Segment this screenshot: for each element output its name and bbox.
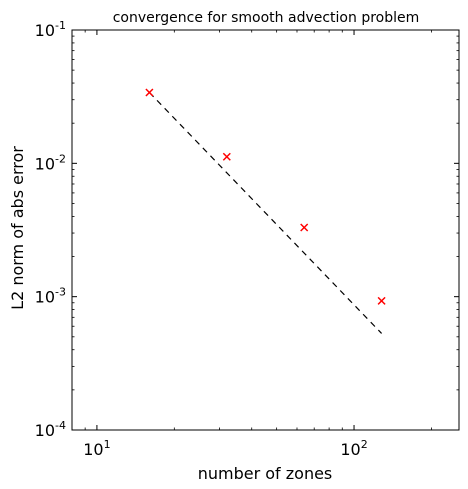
reference-slope-line (148, 92, 383, 334)
y-tick-label-text: 10-3 (35, 286, 66, 307)
data-point (222, 152, 231, 161)
tick-exponent: -4 (55, 419, 66, 432)
tick-base: 10 (35, 288, 55, 307)
tick-exponent: -3 (55, 286, 66, 299)
tick-exponent: -1 (55, 19, 66, 32)
major-ticks (72, 29, 459, 431)
tick-base: 10 (35, 21, 55, 40)
data-point (377, 296, 386, 305)
x-tick-label: 101 (83, 438, 110, 459)
y-tick-label-text: 10-1 (35, 19, 66, 40)
x-axis-label: number of zones (198, 464, 333, 483)
data-point-stroke (145, 88, 154, 97)
tick-exponent: 1 (104, 438, 111, 451)
tick-base: 10 (35, 421, 55, 440)
y-tick-label-text: 10-4 (35, 419, 66, 440)
data-point-stroke (377, 296, 386, 305)
y-tick-label: 10-3 (35, 286, 66, 307)
tick-exponent: -2 (55, 152, 66, 165)
tick-base: 10 (35, 154, 55, 173)
data-point (300, 223, 309, 232)
chart-title: convergence for smooth advection problem (113, 10, 420, 26)
tick-base: 10 (340, 440, 360, 459)
y-tick-label: 10-2 (35, 152, 66, 173)
data-point (145, 88, 154, 97)
x-tick-label: 102 (340, 438, 367, 459)
data-point-stroke (300, 223, 309, 232)
y-tick-label: 10-4 (35, 419, 66, 440)
tick-exponent: 2 (361, 438, 368, 451)
x-tick-label-text: 102 (340, 438, 367, 459)
x-tick-label-text: 101 (83, 438, 110, 459)
data-series (145, 88, 386, 305)
y-tick-labels: 10-110-210-310-4 (35, 19, 66, 440)
x-tick-labels: 101 102 (83, 438, 367, 459)
plot-frame (71, 29, 460, 431)
tick-base: 10 (83, 440, 103, 459)
minor-ticks (72, 30, 459, 430)
y-tick-label-text: 10-2 (35, 152, 66, 173)
y-tick-label: 10-1 (35, 19, 66, 40)
y-axis-label: L2 norm of abs error (8, 146, 27, 310)
data-point-stroke (222, 152, 231, 161)
